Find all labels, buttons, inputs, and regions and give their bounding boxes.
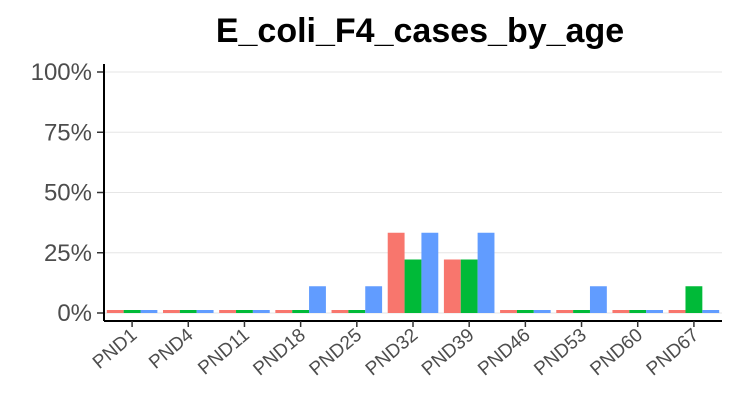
bar xyxy=(533,310,551,313)
y-tick-label: 50% xyxy=(44,180,92,207)
bar xyxy=(556,310,574,313)
y-tick-label: 100% xyxy=(31,59,92,86)
bar xyxy=(348,310,366,313)
bar xyxy=(236,310,253,313)
bar xyxy=(387,232,405,313)
bar xyxy=(500,310,517,313)
x-tick-label: PND25 xyxy=(306,325,366,380)
bar xyxy=(629,310,647,313)
x-tick-label: PND1 xyxy=(89,325,141,374)
bar xyxy=(612,310,630,313)
bar xyxy=(309,286,326,313)
bars xyxy=(106,232,720,313)
bar xyxy=(140,310,158,313)
tick-labels: 0%25%50%75%100%PND1 PND4PND11PND18PND25PN… xyxy=(31,59,704,380)
x-tick-label: PND60 xyxy=(587,325,647,380)
chart-title: E_coli_F4_cases_by_age xyxy=(216,12,624,50)
bar xyxy=(460,259,478,313)
bar xyxy=(331,310,349,313)
bar xyxy=(404,259,422,313)
bar xyxy=(477,232,495,313)
x-tick-label: PND32 xyxy=(362,325,422,380)
x-tick-label: PND18 xyxy=(249,325,309,380)
bar xyxy=(589,286,607,313)
x-tick-label: PND4 xyxy=(145,324,198,373)
x-tick-label: PND11 xyxy=(194,325,253,380)
bar xyxy=(421,232,439,313)
bar xyxy=(685,286,703,313)
bar xyxy=(123,310,141,313)
y-tick-label: 25% xyxy=(44,240,92,267)
bar xyxy=(365,286,383,313)
bar xyxy=(219,310,237,313)
y-tick-label: 0% xyxy=(57,300,92,327)
x-tick-label: PND46 xyxy=(474,325,534,380)
axes xyxy=(97,64,722,327)
bar xyxy=(196,310,214,313)
bar xyxy=(443,259,461,313)
x-tick-label: PND53 xyxy=(530,325,590,380)
bar xyxy=(702,310,720,313)
x-tick-label: PND67 xyxy=(643,325,703,380)
bar xyxy=(162,310,180,313)
x-tick-label: PND39 xyxy=(418,325,478,380)
bar xyxy=(179,310,197,313)
bar xyxy=(275,310,293,313)
y-tick-label: 75% xyxy=(44,119,92,146)
bar xyxy=(573,310,590,313)
bar xyxy=(516,310,534,313)
bar xyxy=(292,310,310,313)
bar xyxy=(646,310,664,313)
bar xyxy=(252,310,270,313)
bar xyxy=(106,310,124,313)
bar xyxy=(668,310,686,313)
